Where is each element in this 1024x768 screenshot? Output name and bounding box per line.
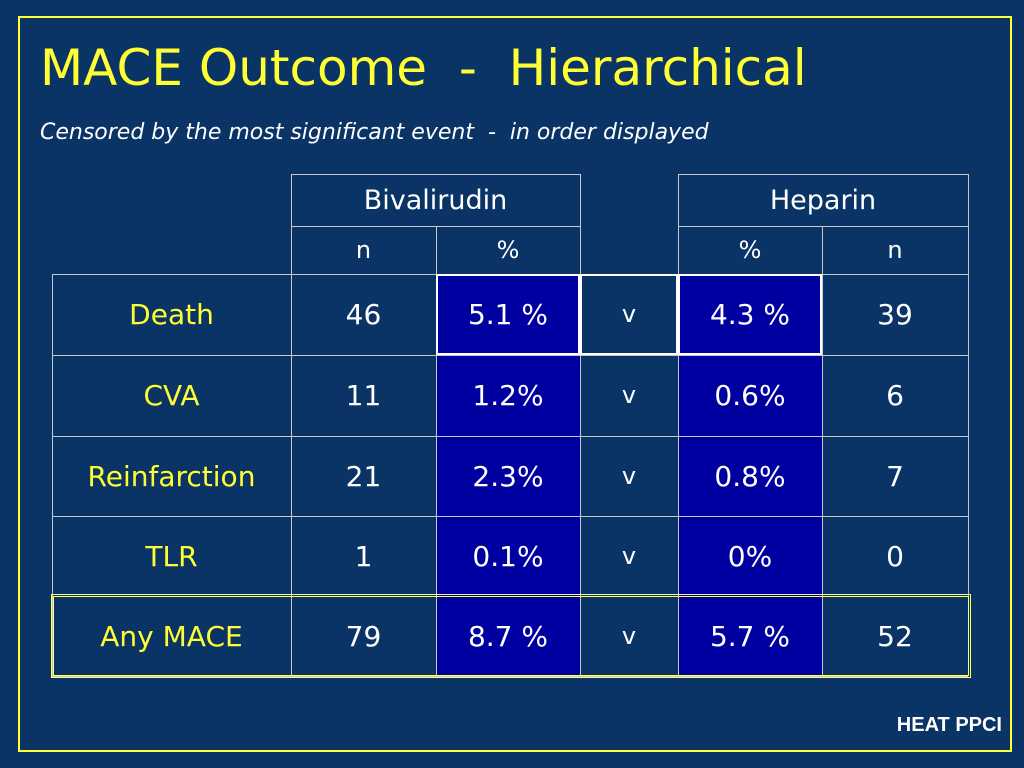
row-label: Reinfarction [87, 459, 256, 493]
cell-biv-n: 11 [345, 378, 382, 412]
cell-biv-pct: 0.1% [472, 539, 544, 573]
footer-label: HEAT PPCI [896, 714, 1002, 736]
cell-hep-pct: 5.7 % [709, 619, 791, 653]
row-label: Death [129, 297, 214, 331]
cell-hep-pct: 0% [727, 539, 773, 573]
biv-pct-column-fill [436, 274, 580, 676]
cell-hep-n: 6 [886, 378, 904, 412]
slide-frame [18, 16, 1012, 752]
cell-biv-pct: 1.2% [472, 378, 544, 412]
cell-biv-n: 46 [345, 297, 382, 331]
cell-hep-n: 52 [877, 619, 913, 653]
cell-hep-pct: 0.6% [714, 378, 786, 412]
cell-comparator: v [621, 542, 637, 570]
cell-hep-n: 0 [886, 539, 904, 573]
row-label: TLR [145, 539, 198, 573]
cell-hep-n: 39 [877, 297, 913, 331]
cell-biv-pct: 2.3% [472, 459, 544, 493]
slide-subtitle: Censored by the most significant event -… [40, 120, 709, 145]
cell-hep-pct: 4.3 % [709, 297, 791, 331]
cell-biv-pct: 8.7 % [467, 619, 549, 653]
row-label: Any MACE [100, 619, 243, 653]
subheader-biv-pct: % [496, 236, 520, 264]
cell-biv-n: 79 [345, 619, 382, 653]
cell-comparator: v [621, 381, 637, 409]
hep-pct-column-fill [678, 274, 822, 676]
cell-biv-n: 1 [354, 539, 373, 573]
cell-comparator: v [621, 622, 637, 650]
header-bivalirudin: Bivalirudin [363, 184, 508, 216]
cell-biv-n: 21 [345, 459, 382, 493]
cell-hep-pct: 0.8% [714, 459, 786, 493]
row-label: CVA [143, 378, 200, 412]
any-mace-highlight [51, 594, 971, 678]
subheader-hep-n: n [887, 236, 903, 264]
subheader-biv-n: n [355, 236, 372, 264]
cell-biv-pct: 5.1 % [467, 297, 549, 331]
header-heparin: Heparin [769, 184, 877, 216]
slide-title: MACE Outcome - Hierarchical [40, 39, 807, 97]
cell-hep-n: 7 [886, 459, 904, 493]
cell-comparator: v [621, 300, 637, 328]
cell-comparator: v [621, 462, 637, 490]
subheader-hep-pct: % [738, 236, 762, 264]
